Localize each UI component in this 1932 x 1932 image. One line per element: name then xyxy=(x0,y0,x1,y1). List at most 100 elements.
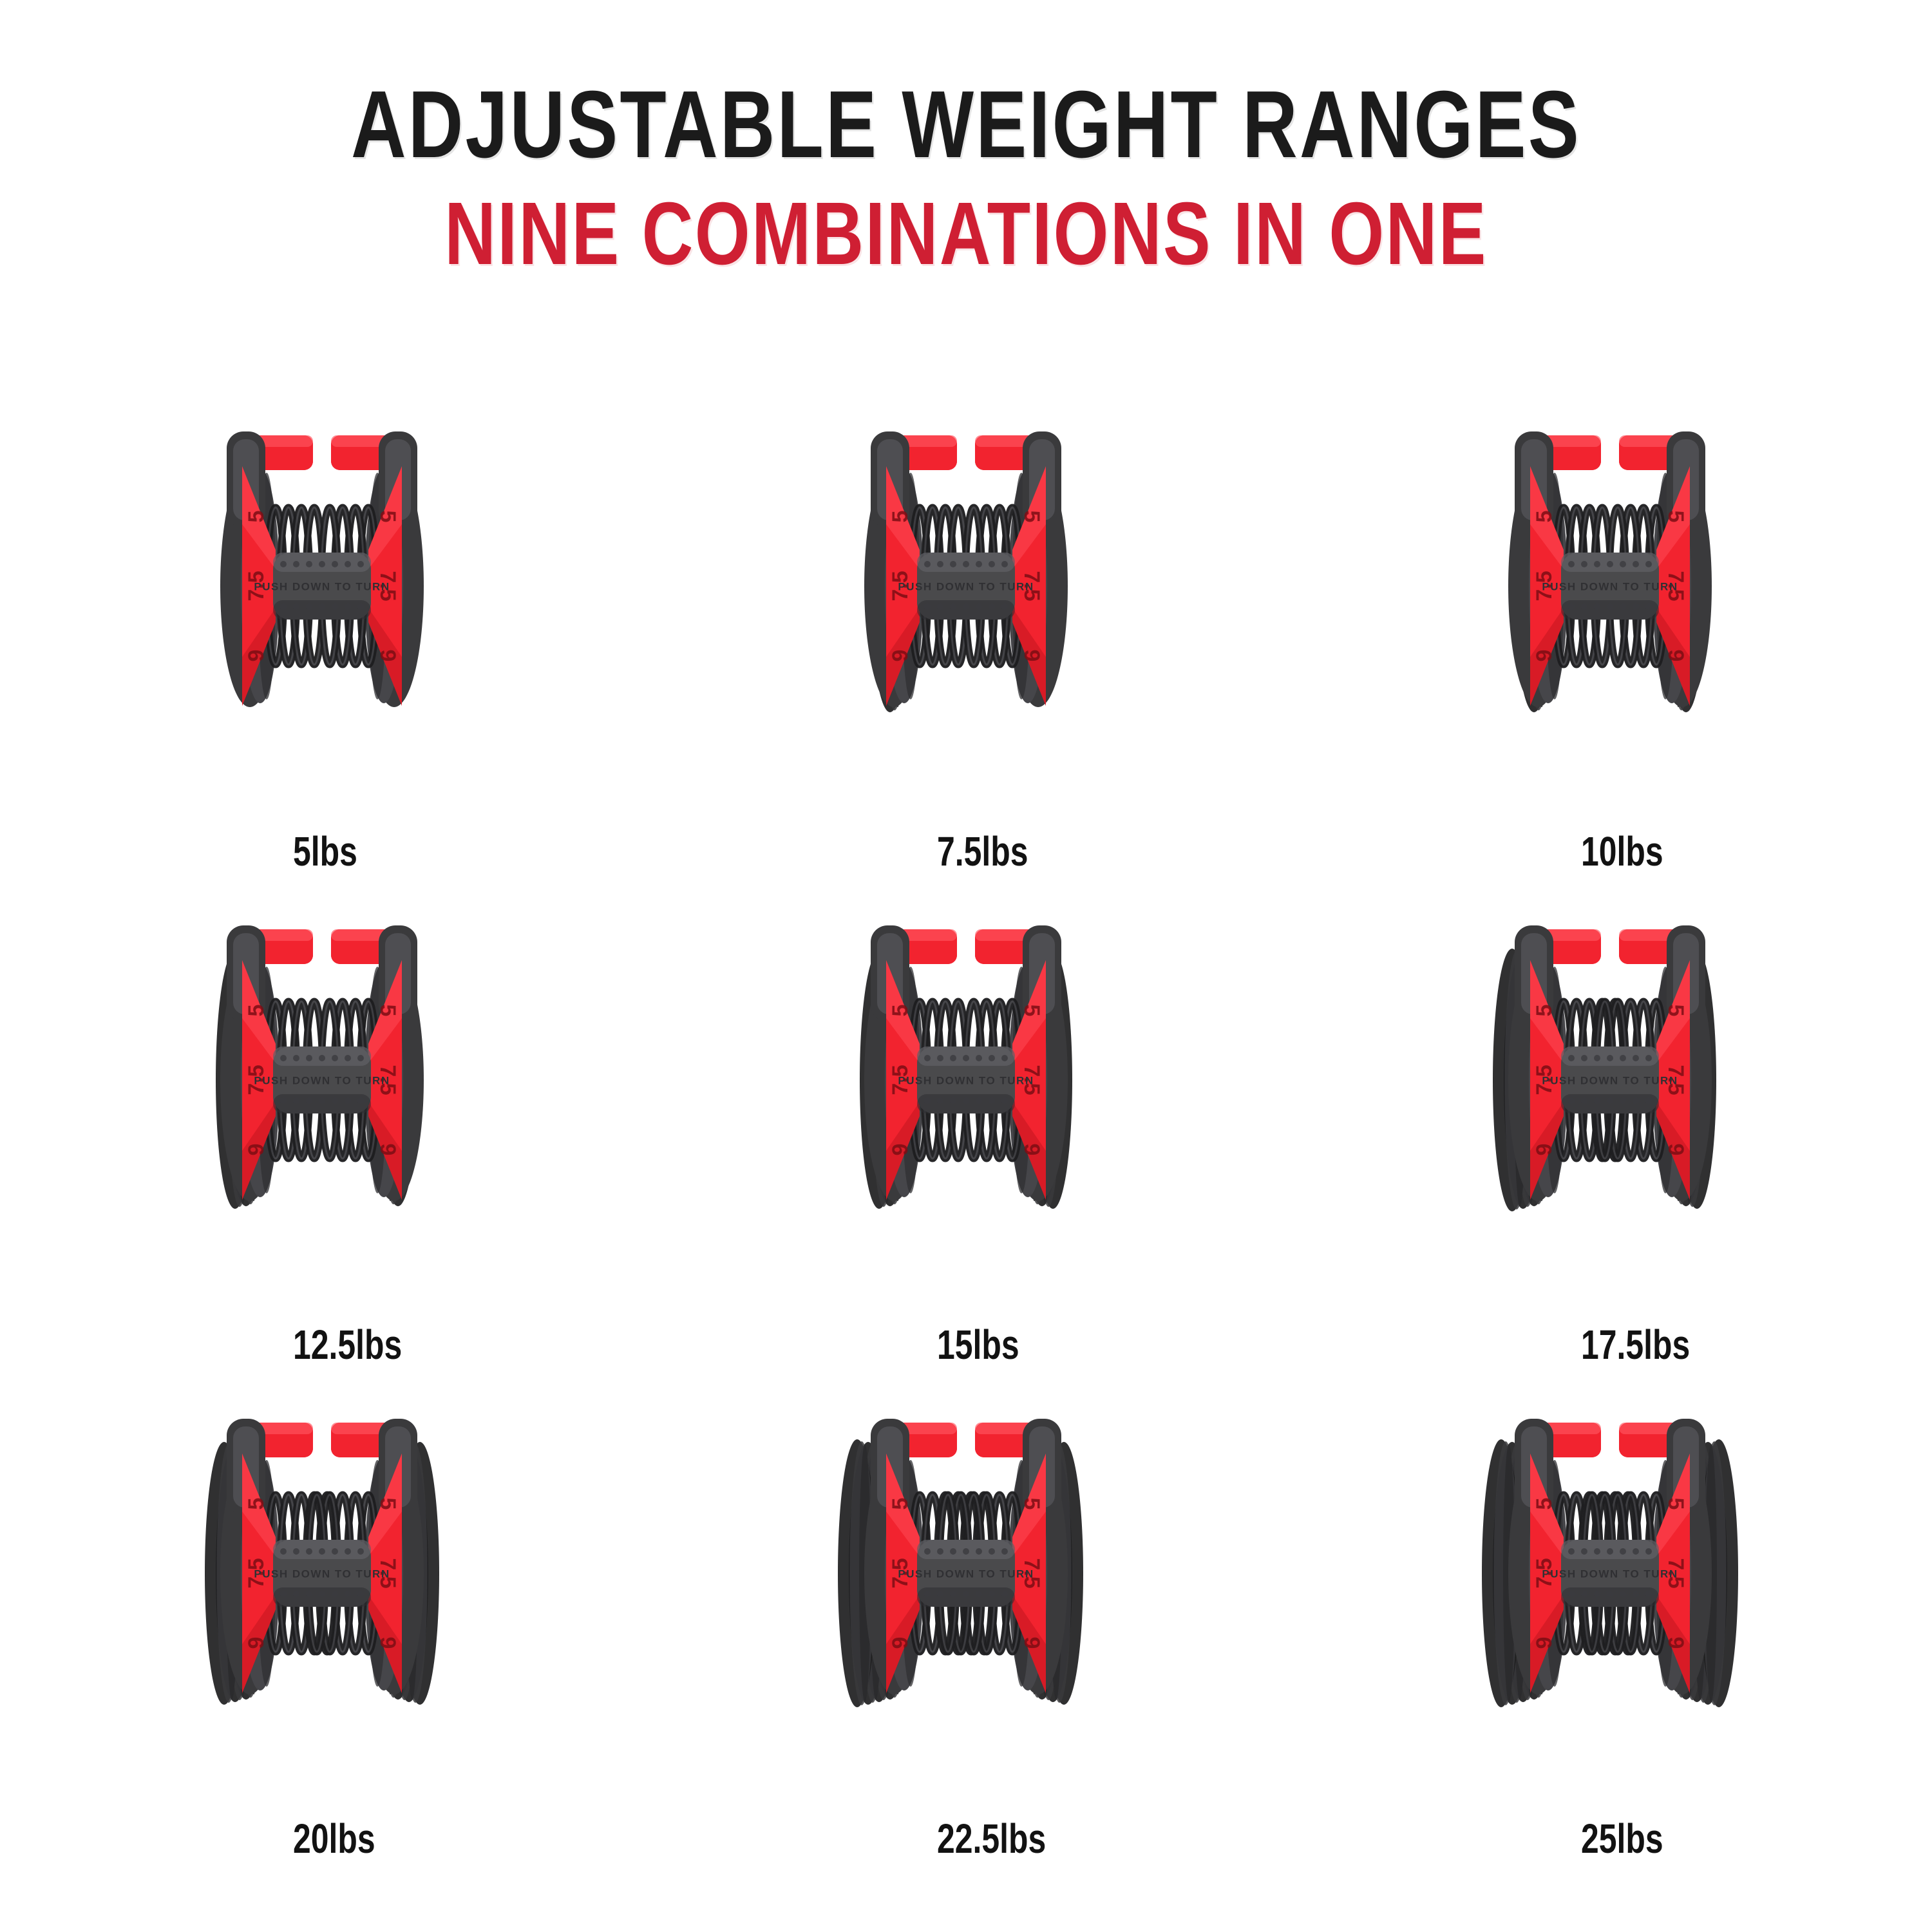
svg-text:PUSH DOWN TO TURN: PUSH DOWN TO TURN xyxy=(254,580,390,592)
weight-label: 22.5lbs xyxy=(937,1815,1046,1862)
dumbbell-illustration: 5 7.5 9 5 7.5 9 PUSH DOWN TO TURN xyxy=(220,431,424,707)
svg-text:9: 9 xyxy=(888,1637,913,1649)
svg-text:7.5: 7.5 xyxy=(375,571,400,601)
dumbbell-image: 5 7.5 9 5 7.5 9 PUSH DOWN TO TURN xyxy=(676,1393,1256,1754)
svg-text:PUSH DOWN TO TURN: PUSH DOWN TO TURN xyxy=(898,1568,1034,1580)
svg-text:9: 9 xyxy=(244,650,269,662)
svg-text:9: 9 xyxy=(1663,1143,1688,1155)
svg-text:7.5: 7.5 xyxy=(1532,1558,1557,1589)
svg-text:9: 9 xyxy=(244,1637,269,1649)
svg-text:5: 5 xyxy=(1663,1498,1688,1510)
svg-text:9: 9 xyxy=(1019,1143,1044,1155)
svg-text:7.5: 7.5 xyxy=(1019,571,1044,601)
svg-text:PUSH DOWN TO TURN: PUSH DOWN TO TURN xyxy=(1542,1568,1678,1580)
svg-text:9: 9 xyxy=(375,1143,400,1155)
svg-text:PUSH DOWN TO TURN: PUSH DOWN TO TURN xyxy=(254,1568,390,1580)
weight-label: 15lbs xyxy=(937,1321,1019,1368)
svg-text:7.5: 7.5 xyxy=(1019,1558,1044,1589)
svg-text:7.5: 7.5 xyxy=(375,1065,400,1095)
svg-text:9: 9 xyxy=(888,650,913,662)
svg-text:PUSH DOWN TO TURN: PUSH DOWN TO TURN xyxy=(898,1074,1034,1086)
weight-label: 7.5lbs xyxy=(937,828,1028,875)
dumbbell-illustration: 5 7.5 9 5 7.5 9 PUSH DOWN TO TURN xyxy=(1482,1419,1738,1708)
dumbbell-cell: 5 7.5 9 5 7.5 9 PUSH DOWN TO TURN 5lbs xyxy=(0,406,644,900)
svg-text:7.5: 7.5 xyxy=(888,571,913,601)
svg-text:7.5: 7.5 xyxy=(244,1065,269,1095)
dumbbell-image: 5 7.5 9 5 7.5 9 PUSH DOWN TO TURN xyxy=(32,406,612,766)
svg-text:7.5: 7.5 xyxy=(1663,1558,1688,1589)
weight-label: 20lbs xyxy=(293,1815,375,1862)
svg-text:PUSH DOWN TO TURN: PUSH DOWN TO TURN xyxy=(1542,1074,1678,1086)
svg-text:9: 9 xyxy=(1663,650,1688,662)
dumbbell-cell: 5 7.5 9 5 7.5 9 PUSH DOWN TO TURN 25lbs xyxy=(1288,1393,1932,1887)
svg-text:5: 5 xyxy=(375,1498,400,1510)
svg-text:5: 5 xyxy=(244,1498,269,1510)
dumbbell-cell: 5 7.5 9 5 7.5 9 PUSH DOWN TO TURN 10lbs xyxy=(1288,406,1932,900)
svg-text:5: 5 xyxy=(888,511,913,523)
svg-text:9: 9 xyxy=(244,1143,269,1155)
svg-text:9: 9 xyxy=(888,1143,913,1155)
svg-text:PUSH DOWN TO TURN: PUSH DOWN TO TURN xyxy=(1542,580,1678,592)
dumbbell-cell: 5 7.5 9 5 7.5 9 PUSH DOWN TO TURN 15lbs xyxy=(644,900,1288,1394)
svg-text:5: 5 xyxy=(888,1004,913,1016)
svg-text:7.5: 7.5 xyxy=(244,571,269,601)
heading-block: ADJUSTABLE WEIGHT RANGES NINE COMBINATIO… xyxy=(0,71,1932,283)
dumbbell-illustration: 5 7.5 9 5 7.5 9 PUSH DOWN TO TURN xyxy=(1493,925,1716,1211)
dumbbell-illustration: 5 7.5 9 5 7.5 9 PUSH DOWN TO TURN xyxy=(860,925,1072,1209)
svg-text:5: 5 xyxy=(1532,1498,1557,1510)
dumbbell-cell: 5 7.5 9 5 7.5 9 PUSH DOWN TO TURN 17.5lbs xyxy=(1288,900,1932,1394)
svg-text:9: 9 xyxy=(375,650,400,662)
svg-text:5: 5 xyxy=(375,511,400,523)
dumbbell-image: 5 7.5 9 5 7.5 9 PUSH DOWN TO TURN xyxy=(676,900,1256,1260)
dumbbell-illustration: 5 7.5 9 5 7.5 9 PUSH DOWN TO TURN xyxy=(216,925,424,1209)
svg-text:9: 9 xyxy=(1532,1143,1557,1155)
svg-text:7.5: 7.5 xyxy=(1532,1065,1557,1095)
weight-label: 10lbs xyxy=(1581,828,1663,875)
page-subtitle: NINE COMBINATIONS IN ONE xyxy=(444,184,1488,283)
dumbbell-cell: 5 7.5 9 5 7.5 9 PUSH DOWN TO TURN 20lbs xyxy=(0,1393,644,1887)
svg-text:9: 9 xyxy=(1019,650,1044,662)
svg-text:9: 9 xyxy=(1019,1637,1044,1649)
dumbbell-illustration: 5 7.5 9 5 7.5 9 PUSH DOWN TO TURN xyxy=(205,1419,439,1705)
svg-text:7.5: 7.5 xyxy=(1663,1065,1688,1095)
weight-label: 25lbs xyxy=(1581,1815,1663,1862)
dumbbell-image: 5 7.5 9 5 7.5 9 PUSH DOWN TO TURN xyxy=(676,406,1256,766)
svg-text:7.5: 7.5 xyxy=(1532,571,1557,601)
dumbbell-illustration: 5 7.5 9 5 7.5 9 PUSH DOWN TO TURN xyxy=(864,431,1068,712)
svg-text:5: 5 xyxy=(1663,1004,1688,1016)
svg-text:5: 5 xyxy=(1532,1004,1557,1016)
svg-text:PUSH DOWN TO TURN: PUSH DOWN TO TURN xyxy=(898,580,1034,592)
dumbbell-image: 5 7.5 9 5 7.5 9 PUSH DOWN TO TURN xyxy=(32,1393,612,1754)
svg-text:9: 9 xyxy=(1532,650,1557,662)
svg-text:7.5: 7.5 xyxy=(1019,1065,1044,1095)
svg-text:7.5: 7.5 xyxy=(888,1065,913,1095)
dumbbell-image: 5 7.5 9 5 7.5 9 PUSH DOWN TO TURN xyxy=(1320,406,1900,766)
svg-text:5: 5 xyxy=(375,1004,400,1016)
svg-text:9: 9 xyxy=(1532,1637,1557,1649)
svg-text:7.5: 7.5 xyxy=(375,1558,400,1589)
svg-text:7.5: 7.5 xyxy=(888,1558,913,1589)
svg-text:5: 5 xyxy=(1532,511,1557,523)
dumbbell-image: 5 7.5 9 5 7.5 9 PUSH DOWN TO TURN xyxy=(32,900,612,1260)
dumbbell-cell: 5 7.5 9 5 7.5 9 PUSH DOWN TO TURN 22.5lbs xyxy=(644,1393,1288,1887)
dumbbell-illustration: 5 7.5 9 5 7.5 9 PUSH DOWN TO TURN xyxy=(1508,431,1712,712)
svg-text:5: 5 xyxy=(244,511,269,523)
svg-text:PUSH DOWN TO TURN: PUSH DOWN TO TURN xyxy=(254,1074,390,1086)
svg-text:5: 5 xyxy=(244,1004,269,1016)
weight-label: 17.5lbs xyxy=(1581,1321,1690,1368)
svg-text:9: 9 xyxy=(375,1637,400,1649)
dumbbell-cell: 5 7.5 9 5 7.5 9 PUSH DOWN TO TURN 12.5lbs xyxy=(0,900,644,1394)
svg-text:5: 5 xyxy=(1019,1498,1044,1510)
svg-text:9: 9 xyxy=(1663,1637,1688,1649)
page-title: ADJUSTABLE WEIGHT RANGES xyxy=(351,71,1581,178)
svg-text:7.5: 7.5 xyxy=(244,1558,269,1589)
dumbbell-cell: 5 7.5 9 5 7.5 9 PUSH DOWN TO TURN 7.5lbs xyxy=(644,406,1288,900)
dumbbell-image: 5 7.5 9 5 7.5 9 PUSH DOWN TO TURN xyxy=(1320,1393,1900,1754)
svg-text:5: 5 xyxy=(1663,511,1688,523)
weight-label: 5lbs xyxy=(293,828,357,875)
dumbbell-grid: 5 7.5 9 5 7.5 9 PUSH DOWN TO TURN 5lbs xyxy=(0,406,1932,1887)
svg-text:7.5: 7.5 xyxy=(1663,571,1688,601)
svg-text:5: 5 xyxy=(888,1498,913,1510)
weight-label: 12.5lbs xyxy=(293,1321,402,1368)
